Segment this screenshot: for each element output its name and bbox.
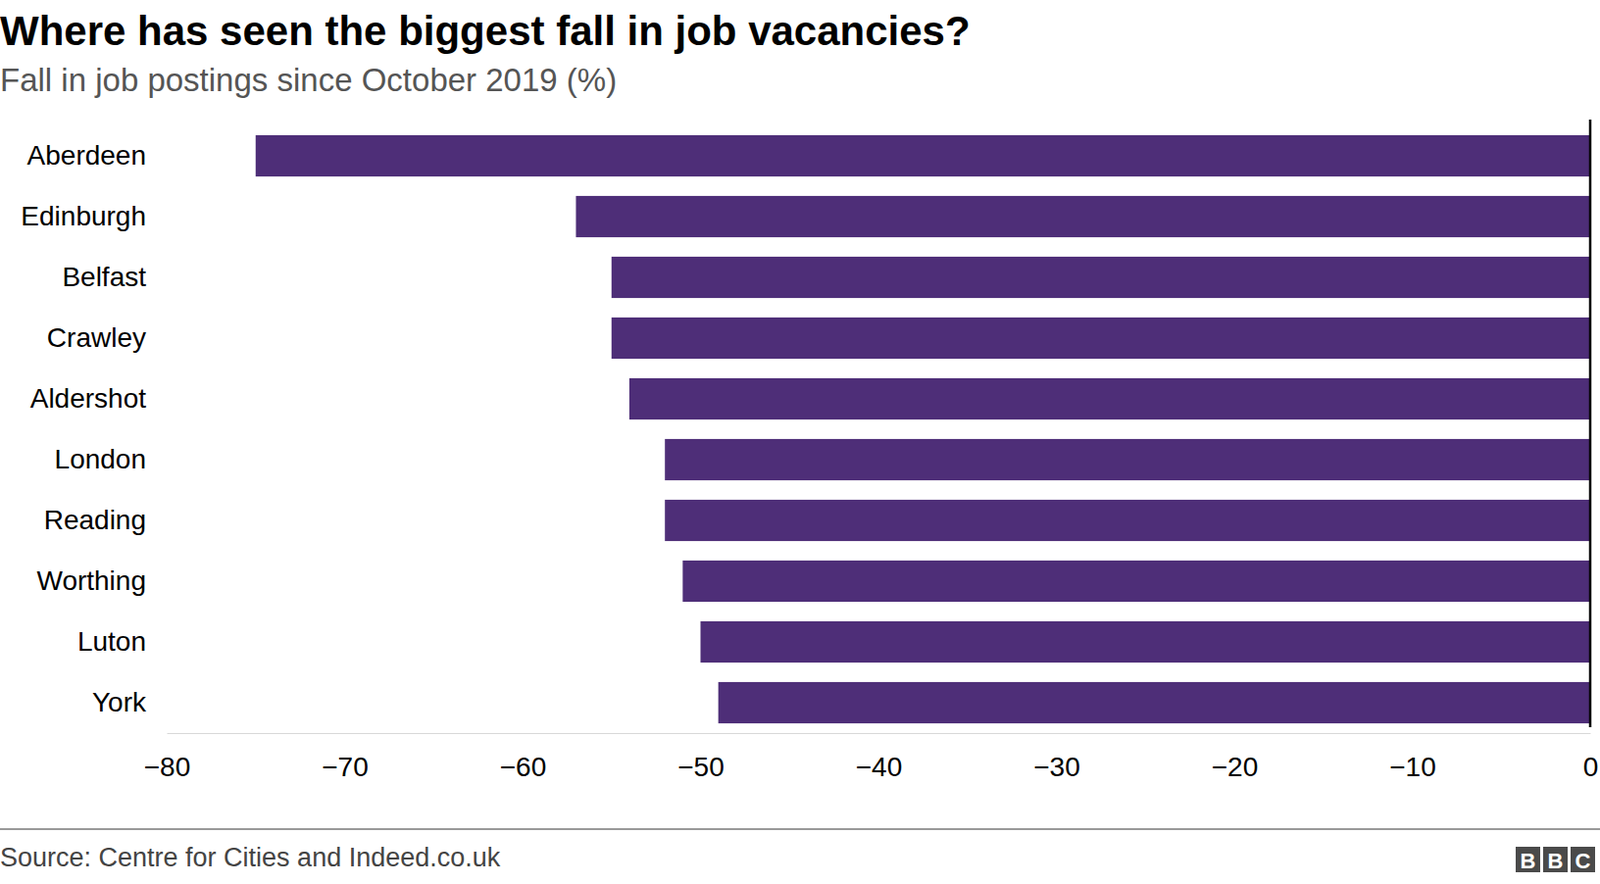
x-tick-label: −60 — [500, 751, 548, 783]
x-tick: −80 — [144, 733, 192, 783]
bar — [682, 560, 1591, 602]
x-tick-label: −10 — [1389, 751, 1437, 783]
y-tick-label: London — [54, 444, 147, 475]
y-tick-label: York — [92, 687, 148, 718]
bar — [718, 682, 1591, 724]
y-tick: Aberdeen — [27, 140, 166, 171]
x-tick-label: −40 — [855, 751, 903, 783]
y-axis: Aberdeen Edinburgh Belfast Crawley Aldershot… — [20, 140, 166, 718]
y-tick: Aldershot — [30, 383, 166, 414]
x-tick: 0 — [1583, 733, 1600, 783]
bar — [664, 439, 1591, 481]
x-tick-label: −70 — [321, 751, 369, 783]
bar — [700, 621, 1592, 663]
y-tick: Worthing — [36, 565, 166, 597]
logo-letter: C — [1575, 849, 1592, 874]
subtitle: Fall in job postings since October 2019 … — [0, 61, 617, 99]
bar — [575, 196, 1591, 238]
y-tick-label: Belfast — [61, 261, 147, 293]
x-tick: −70 — [321, 733, 369, 783]
footer-rule — [0, 828, 1600, 831]
x-tick-label: −50 — [677, 751, 725, 783]
y-tick-label: Aberdeen — [27, 140, 147, 171]
x-tick: −10 — [1389, 733, 1437, 783]
x-tick-label: −80 — [144, 751, 192, 783]
source: Source: Centre for Cities and Indeed.co.… — [0, 843, 501, 873]
x-axis-line — [167, 733, 1592, 735]
logo: BBC — [1515, 847, 1596, 874]
y-tick: London — [54, 444, 166, 475]
logo-letter: B — [1548, 849, 1564, 874]
logo-box — [1570, 847, 1596, 873]
zero-line — [1589, 119, 1593, 728]
x-tick: −40 — [855, 733, 903, 783]
y-tick-label: Luton — [77, 626, 147, 657]
bars — [255, 135, 1591, 724]
y-tick-label: Worthing — [36, 565, 147, 597]
y-tick-label: Aldershot — [30, 383, 148, 414]
y-tick: Edinburgh — [20, 200, 166, 232]
x-tick-label: −20 — [1211, 751, 1259, 783]
y-tick: Crawley — [47, 322, 166, 353]
bar — [629, 378, 1591, 420]
bar — [664, 500, 1591, 542]
y-tick: Belfast — [61, 261, 166, 293]
y-tick: Reading — [44, 504, 166, 536]
x-tick: −60 — [500, 733, 548, 783]
x-tick: −20 — [1211, 733, 1259, 783]
logo-box — [1543, 847, 1568, 873]
y-tick-label: Edinburgh — [20, 200, 147, 232]
x-axis: −80 −70 −60 −50 −40 −30 −20 −10 0 — [144, 733, 1600, 783]
x-tick: −50 — [677, 733, 725, 783]
bar — [255, 135, 1591, 177]
title: Where has seen the biggest fall in job v… — [0, 7, 971, 54]
y-tick-label: Crawley — [47, 322, 147, 353]
y-tick: Luton — [77, 626, 166, 657]
logo-letter: B — [1520, 849, 1537, 874]
y-tick: York — [92, 687, 166, 718]
x-tick-label: 0 — [1583, 751, 1600, 783]
x-tick-label: −30 — [1033, 751, 1081, 783]
logo-box — [1515, 847, 1541, 873]
x-tick: −30 — [1033, 733, 1081, 783]
chart: Where has seen the biggest fall in job v… — [0, 0, 1600, 884]
bar — [611, 256, 1591, 299]
y-tick-label: Reading — [44, 504, 147, 536]
bar — [611, 317, 1591, 359]
